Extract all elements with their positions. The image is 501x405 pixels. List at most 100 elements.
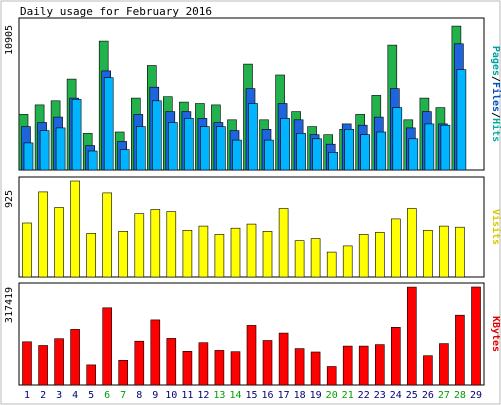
bar-kbytes-day-5 [86,364,96,386]
bar-pages-day-17 [280,118,290,171]
day-label-6: 6 [104,390,110,401]
bar-kbytes-day-12 [198,342,209,386]
bar-visits-day-27 [439,225,449,278]
bar-visits-day-8 [134,213,145,278]
bar-visits-day-19 [310,238,321,278]
bar-kbytes-day-26 [423,355,433,386]
bar-kbytes-day-22 [358,345,369,386]
legend-label: Visits [490,209,501,245]
bar-visits-day-22 [358,234,369,278]
bar-pages-day-9 [152,100,162,171]
bar-pages-day-22 [360,134,371,171]
bar-kbytes-day-19 [310,351,321,386]
bar-pages-day-12 [200,126,210,171]
chart-panel-2: 925 Visits [4,176,501,278]
bar-kbytes-day-9 [150,319,161,386]
chart-title: Daily usage for February 2016 [20,5,212,18]
bar-visits-day-17 [278,208,289,278]
day-label-17: 17 [278,390,290,401]
bar-pages-day-11 [184,118,194,171]
day-label-28: 28 [454,390,466,401]
bar-visits-day-13 [214,234,225,278]
bar-pages-day-2 [39,130,50,171]
bar-pages-day-13 [216,126,226,171]
day-label-19: 19 [310,390,322,401]
day-label-1: 1 [24,390,30,401]
day-label-16: 16 [261,390,273,401]
bar-visits-day-16 [262,231,273,278]
y-max-label: 317419 [4,287,15,323]
bar-kbytes-day-10 [166,338,177,386]
bar-visits-day-21 [342,245,353,278]
bar-visits-day-7 [118,231,128,278]
bar-pages-day-10 [168,122,178,171]
day-label-8: 8 [136,390,142,401]
bar-visits-day-2 [38,191,48,278]
bar-pages-day-28 [456,69,467,171]
day-label-27: 27 [438,390,450,401]
bar-kbytes-day-21 [342,345,353,386]
bar-visits-day-28 [455,226,465,278]
bar-pages-day-25 [408,138,419,171]
day-label-25: 25 [406,390,418,401]
bar-visits-day-18 [294,240,305,278]
legend-entry: Hits [490,118,501,142]
day-label-4: 4 [72,390,78,401]
bar-kbytes-day-29 [471,286,481,386]
bar-visits-day-20 [326,251,337,278]
bar-kbytes-day-1 [22,341,32,386]
bar-pages-day-27 [440,124,451,171]
legend-separator: / [490,112,501,118]
day-label-15: 15 [245,390,257,401]
bar-visits-day-15 [246,223,257,278]
bar-kbytes-day-20 [326,366,337,386]
bar-pages-day-15 [248,103,258,171]
day-label-26: 26 [422,390,434,401]
bar-pages-day-20 [328,152,339,171]
bar-pages-day-8 [136,126,146,171]
y-max-label: 925 [4,190,15,208]
bar-pages-day-1 [23,142,34,171]
bar-pages-day-7 [119,149,130,171]
legend-entry: Visits [490,209,501,245]
series-visits [22,180,465,278]
bar-kbytes-day-13 [214,350,225,386]
bar-visits-day-9 [150,209,161,278]
bar-pages-day-16 [264,139,274,171]
bar-pages-day-24 [392,107,403,171]
x-axis-day-labels: 1 2 3 4 5 6 7 8 9 10 11 12 13 14 15 16 17 18 19 20 21 22 23 24 2… [24,390,482,401]
day-label-11: 11 [181,390,193,401]
day-label-18: 18 [294,390,306,401]
legend-label: KBytes [490,316,501,352]
day-label-7: 7 [120,390,126,401]
day-label-12: 12 [197,390,209,401]
legend-entry: Files [490,82,501,112]
bar-visits-day-14 [230,227,241,278]
day-label-22: 22 [358,390,370,401]
bar-pages-day-4 [71,99,82,171]
bar-kbytes-day-28 [455,314,465,386]
day-label-13: 13 [213,390,225,401]
bar-visits-day-12 [198,225,209,278]
bar-pages-day-3 [55,127,66,171]
bar-pages-day-23 [376,131,387,171]
legend-label: Pages/Files/Hits [490,46,501,142]
bar-kbytes-day-18 [294,348,305,386]
bar-pages-day-14 [232,139,242,171]
bar-pages-day-5 [87,150,98,171]
legend-separator: / [490,76,501,82]
bar-kbytes-day-16 [262,340,273,386]
day-label-9: 9 [152,390,158,401]
bar-visits-day-11 [182,230,193,278]
bar-visits-day-5 [86,233,96,278]
series-pages [23,69,467,171]
bar-visits-day-25 [406,208,417,278]
bar-kbytes-day-27 [439,343,449,386]
bar-pages-day-6 [103,77,114,171]
series-kbytes [22,286,481,386]
day-label-10: 10 [165,390,177,401]
day-label-23: 23 [374,390,386,401]
legend-entry: KBytes [490,316,501,352]
bar-visits-day-4 [70,180,80,278]
